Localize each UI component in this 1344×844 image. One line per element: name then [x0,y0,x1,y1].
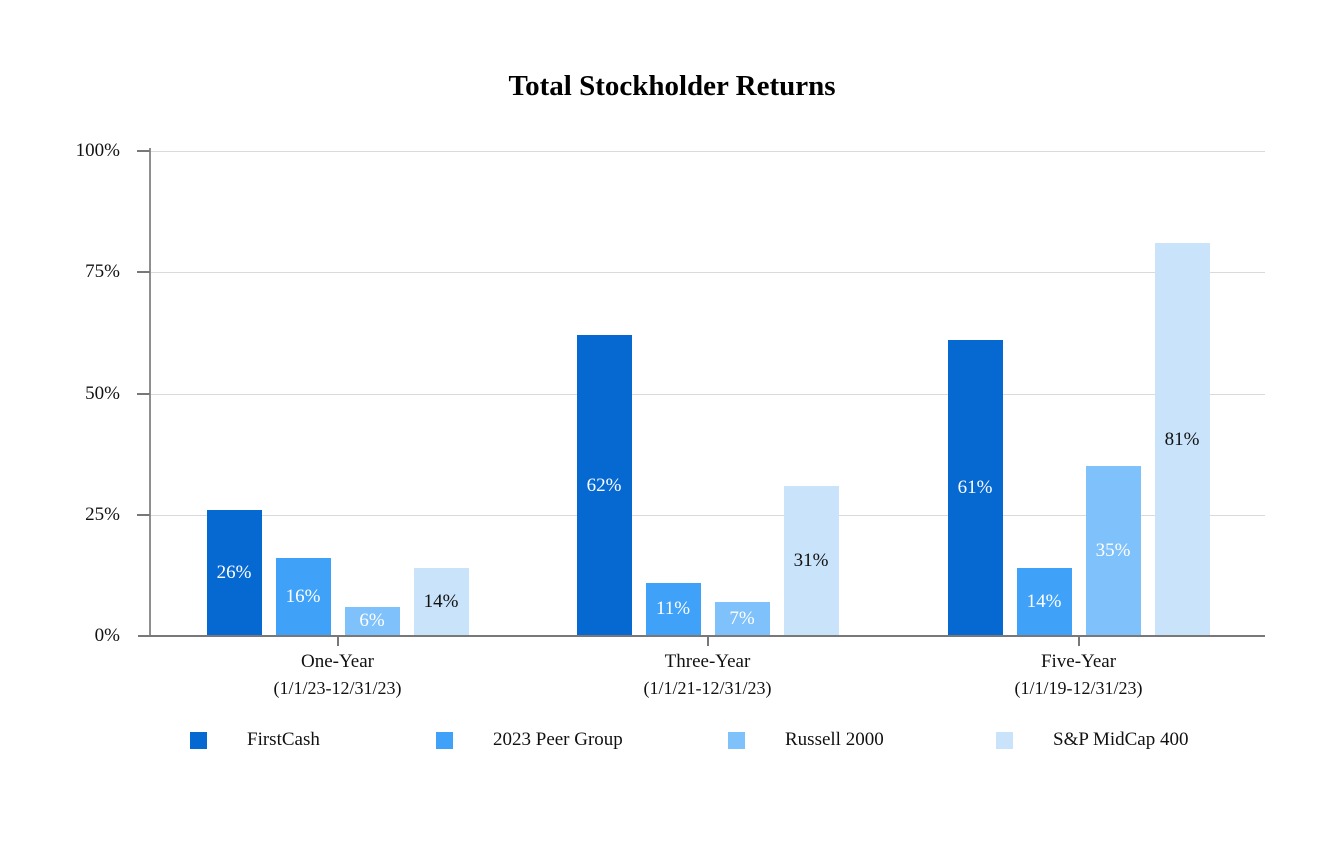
bar-value-label: 81% [1164,428,1200,450]
bar [275,558,331,636]
bar-value-label: 6% [359,610,385,632]
y-axis-tick-label: 75% [85,261,120,283]
legend-item: FirstCash [190,729,320,751]
x-category-label: One-Year (1/1/23-12/31/23) [178,649,498,701]
bar [344,606,400,636]
legend-swatch [996,731,1013,749]
y-axis-tick-label: 25% [85,503,120,525]
grid-line [150,514,1265,516]
bar [645,582,701,636]
y-axis-tick [137,513,150,516]
x-category-name: One-Year [301,651,374,672]
grid-line [150,151,1265,152]
y-axis-tick-label: 100% [75,140,120,161]
legend-swatch [436,731,453,749]
bar-value-label: 11% [655,598,691,620]
x-category-period: (1/1/21-12/31/23) [643,678,772,698]
y-axis-tick-label: 50% [85,382,120,404]
legend-item: Russell 2000 [728,729,884,751]
legend-label: 2023 Peer Group [493,729,623,750]
bar [576,335,632,636]
x-category-name: Five-Year [1040,651,1117,672]
bar [1085,466,1141,636]
bar [1154,243,1210,636]
bar-value-label: 61% [957,477,993,499]
y-axis-tick [137,392,150,395]
bar [413,568,469,636]
bar [947,340,1003,636]
legend-label: S&P MidCap 400 [1053,729,1189,750]
x-category-name: Three-Year [664,651,751,672]
legend-item: 2023 Peer Group [436,729,623,751]
bar [1016,568,1072,636]
y-axis-line [149,148,151,637]
x-axis-tick [1077,637,1080,646]
bar-value-label: 16% [285,586,321,608]
x-category-period: (1/1/23-12/31/23) [273,678,402,698]
bar-value-label: 14% [1026,591,1062,613]
bar [714,602,770,636]
x-axis-line [138,635,1265,637]
plot-area: 26% 16% 6% 14% 62% 11% 7% 31% 61% 14% 35% 81% [150,151,1265,636]
bar-value-label: 26% [216,561,252,583]
legend-swatch [728,731,745,749]
bar-value-label: 62% [586,474,622,496]
chart-title: Total Stockholder Returns [508,70,836,102]
bar [783,485,839,636]
bar [206,509,262,636]
x-axis-tick [706,637,709,646]
x-category-label: Three-Year (1/1/21-12/31/23) [548,649,868,701]
bar-value-label: 35% [1095,540,1131,562]
grid-line [150,393,1265,395]
bar-value-label: 31% [793,549,829,571]
legend-swatch [190,731,207,749]
y-axis-tick [137,150,150,152]
legend-label: Russell 2000 [785,729,884,750]
bar-value-label: 7% [729,608,755,630]
legend-label: FirstCash [247,729,320,750]
x-category-period: (1/1/19-12/31/23) [1014,678,1143,698]
x-category-label: Five-Year (1/1/19-12/31/23) [919,649,1239,701]
legend-item: S&P MidCap 400 [996,729,1189,751]
grid-line [150,272,1265,274]
y-axis-tick [137,271,150,274]
x-axis-tick [336,637,339,646]
y-axis-tick-label: 0% [94,625,120,646]
bar-value-label: 14% [423,591,459,613]
